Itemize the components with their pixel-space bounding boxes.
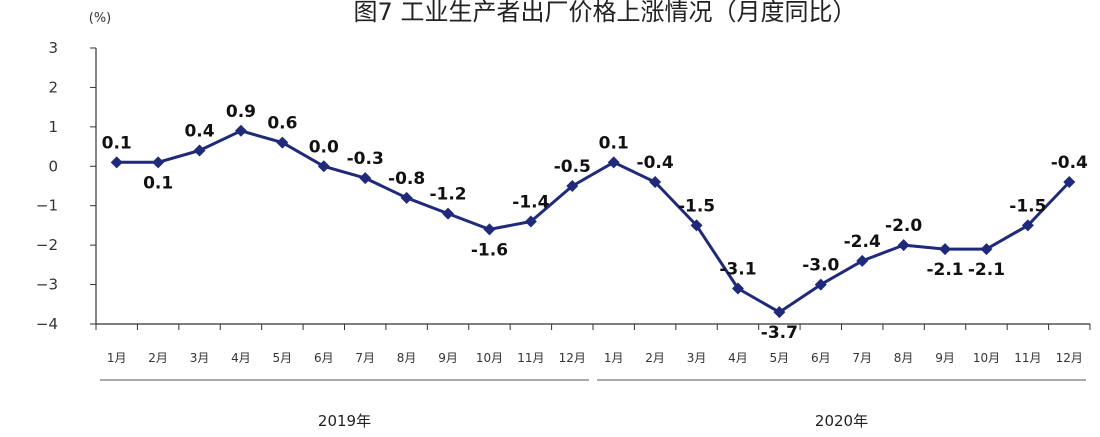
data-point	[276, 136, 289, 149]
data-point	[359, 172, 372, 185]
data-point	[442, 207, 455, 220]
x-tick-label: 9月	[438, 351, 458, 365]
x-tick-label: 12月	[1056, 351, 1083, 365]
x-tick-label: 2月	[645, 351, 665, 365]
y-tick-label: −3	[36, 276, 58, 294]
data-point	[193, 144, 206, 157]
x-tick-label: 11月	[1014, 351, 1041, 365]
x-tick-label: 10月	[476, 351, 503, 365]
year-label: 2019年	[318, 412, 371, 430]
x-tick-label: 10月	[973, 351, 1000, 365]
data-label: -0.4	[1051, 153, 1088, 173]
x-ticks: 1月 2月 3月 4月 5月 6月 7月 8月 9月 10月 11月 12月 1月 2月 3月 4月 5月 6月 7…	[95, 324, 1091, 365]
x-tick-label: 3月	[687, 351, 707, 365]
data-point	[317, 160, 330, 173]
data-label: -2.1	[968, 260, 1005, 280]
data-label: 0.1	[143, 173, 173, 193]
y-ticks: 3 2 1 0 −1 −2 −3 −4	[36, 39, 96, 333]
data-label: 0.6	[267, 114, 297, 134]
y-tick-label: 1	[48, 118, 58, 136]
axes	[95, 48, 1090, 325]
x-tick-label: 8月	[397, 351, 417, 365]
x-tick-label: 12月	[559, 351, 586, 365]
data-point	[939, 243, 952, 256]
data-point	[649, 176, 662, 189]
year-labels: 2019年 2020年	[100, 379, 1086, 430]
data-points	[110, 124, 1076, 319]
y-tick-label: −1	[36, 197, 58, 215]
data-label: -1.2	[429, 185, 466, 205]
x-tick-label: 7月	[355, 351, 375, 365]
data-point	[773, 306, 786, 319]
data-label: -1.5	[1009, 196, 1046, 216]
x-tick-label: 2月	[148, 351, 168, 365]
x-tick-label: 3月	[190, 351, 210, 365]
data-label: 0.4	[184, 122, 214, 142]
data-label: 0.1	[599, 133, 629, 153]
y-tick-label: −2	[36, 236, 58, 254]
data-point	[897, 239, 910, 252]
data-label: -3.0	[802, 256, 839, 276]
x-tick-label: 6月	[314, 351, 334, 365]
data-label: -3.7	[761, 323, 798, 343]
data-point	[1063, 176, 1076, 189]
data-point	[607, 156, 620, 169]
x-tick-label: 5月	[770, 351, 790, 365]
data-label: -0.8	[388, 169, 425, 189]
x-tick-label: 1月	[107, 351, 127, 365]
data-label: 0.9	[226, 102, 256, 122]
data-label: -0.5	[554, 157, 591, 177]
data-label: -3.1	[719, 260, 756, 280]
x-tick-label: 4月	[728, 351, 748, 365]
data-point	[234, 124, 247, 137]
y-unit-label: (%)	[89, 11, 112, 26]
data-point	[1021, 219, 1034, 232]
data-label: -2.4	[844, 232, 881, 252]
data-label: -1.4	[512, 192, 549, 212]
x-tick-label: 6月	[811, 351, 831, 365]
series-line	[116, 129, 1071, 314]
data-point	[980, 243, 993, 256]
x-tick-label: 7月	[852, 351, 872, 365]
data-point	[566, 180, 579, 192]
data-point	[731, 282, 744, 295]
data-label: -1.6	[471, 240, 508, 260]
data-label: -0.4	[637, 153, 674, 173]
data-point	[110, 156, 123, 169]
y-tick-label: 0	[48, 157, 58, 175]
year-label: 2020年	[815, 412, 868, 430]
y-tick-label: 3	[48, 39, 58, 57]
data-point	[814, 278, 827, 291]
data-point	[856, 254, 869, 267]
data-label: -1.5	[678, 196, 715, 216]
data-point	[152, 156, 165, 169]
data-label: 0.1	[102, 133, 132, 153]
data-label: -2.0	[885, 216, 922, 236]
x-tick-label: 4月	[231, 351, 251, 365]
data-point	[483, 223, 496, 236]
x-tick-label: 5月	[273, 351, 293, 365]
y-tick-label: −4	[36, 315, 58, 333]
data-point	[690, 219, 703, 232]
chart-title: 图7 工业生产者出厂价格上涨情况（月度同比）	[354, 0, 857, 26]
data-label: -0.3	[347, 149, 384, 169]
data-label: -2.1	[926, 260, 963, 280]
x-tick-label: 8月	[894, 351, 914, 365]
data-point	[400, 191, 413, 204]
data-point	[524, 215, 537, 228]
data-label: 0.0	[309, 137, 339, 157]
x-tick-label: 9月	[935, 351, 955, 365]
y-tick-label: 2	[48, 78, 58, 96]
x-tick-label: 11月	[517, 351, 544, 365]
x-tick-label: 1月	[604, 351, 624, 365]
data-labels: 0.10.10.40.90.60.0-0.3-0.8-1.2-1.6-1.4-0…	[102, 102, 1088, 343]
